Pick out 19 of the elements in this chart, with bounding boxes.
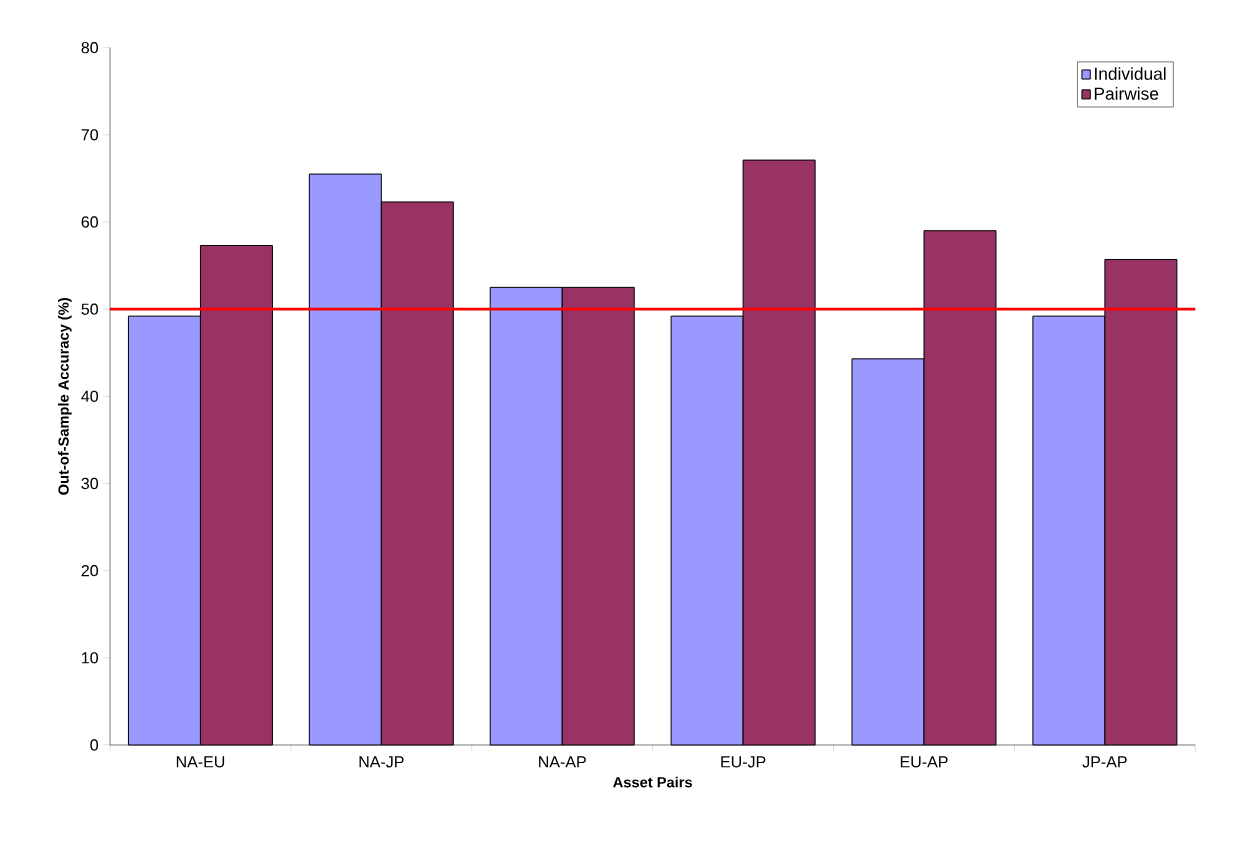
x-tick-label: EU-JP [721,756,766,768]
y-axis-title: Out-of-Sample Accuracy (%) [58,298,72,495]
y-tick-label: 20 [81,565,99,577]
y-tick-label: 70 [81,129,99,141]
y-tick-label: 40 [81,390,99,402]
y-tick-label: 50 [81,303,99,315]
y-tick-label: 0 [90,739,99,751]
x-axis-title: Asset Pairs [613,776,692,788]
x-tick-label: JP-AP [1082,756,1127,768]
x-tick-label: NA-JP [359,756,404,768]
y-tick-label: 30 [81,477,99,490]
y-tick-label: 60 [81,216,99,228]
legend-label: Individual [1095,67,1166,80]
x-tick-label: EU-AP [900,756,948,768]
x-tick-label: NA-EU [176,756,225,768]
y-tick-label: 10 [82,652,99,664]
x-tick-label: NA-AP [539,756,586,768]
y-tick-label: 80 [81,42,99,54]
legend-label: Pairwise [1094,87,1159,100]
